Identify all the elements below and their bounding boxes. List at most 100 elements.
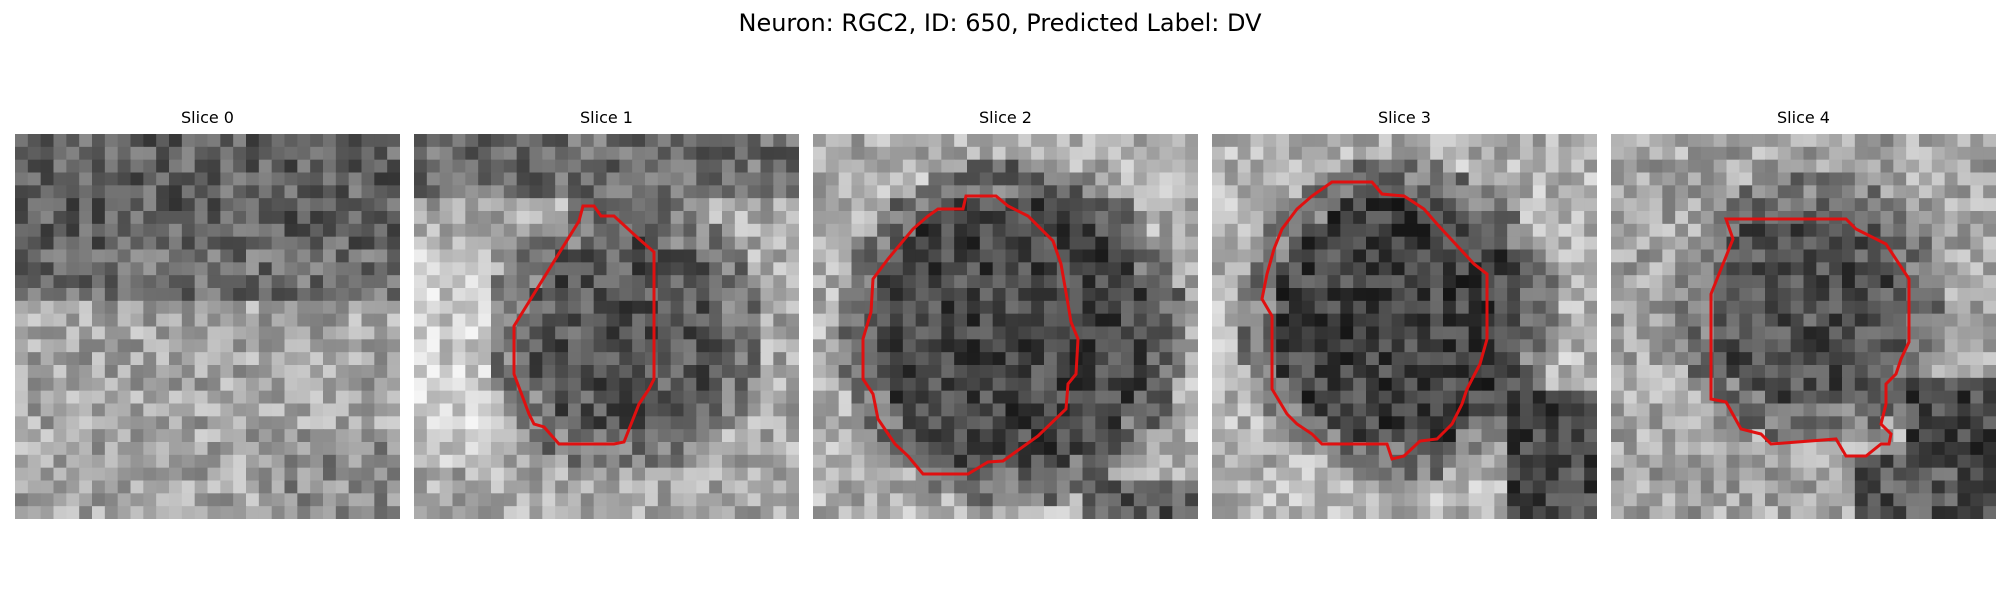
pixel <box>194 262 209 276</box>
pixel <box>348 236 363 251</box>
pixel <box>1314 480 1329 494</box>
pixel <box>1931 249 1946 263</box>
pixel <box>15 493 29 507</box>
pixel <box>374 326 388 340</box>
pixel <box>104 275 119 289</box>
pixel <box>1829 313 1843 328</box>
pixel <box>734 300 749 315</box>
pixel <box>1430 236 1444 251</box>
pixel <box>593 172 608 186</box>
pixel <box>529 429 543 443</box>
pixel <box>1584 442 1597 456</box>
pixel <box>169 262 183 276</box>
pixel <box>1263 403 1277 417</box>
pixel <box>1854 262 1869 276</box>
pixel <box>1880 454 1894 469</box>
pixel <box>670 211 685 225</box>
pixel <box>233 403 247 417</box>
pixel <box>439 134 454 148</box>
pixel <box>902 172 917 186</box>
pixel <box>1623 352 1638 366</box>
pixel <box>387 288 400 302</box>
pixel <box>220 275 234 289</box>
pixel <box>181 236 196 251</box>
pixel <box>452 198 466 212</box>
pixel <box>40 403 55 417</box>
pixel <box>258 249 273 263</box>
pixel <box>1044 198 1058 212</box>
pixel <box>169 506 183 519</box>
pixel <box>542 390 556 405</box>
pixel <box>130 313 144 328</box>
pixel <box>1069 493 1084 507</box>
pixel <box>606 198 620 212</box>
pixel <box>1121 480 1135 494</box>
pixel <box>696 300 710 315</box>
pixel <box>1816 506 1830 519</box>
pixel <box>1082 403 1096 417</box>
pixel <box>825 352 840 366</box>
pixel <box>1044 262 1058 276</box>
pixel <box>1044 493 1058 507</box>
pixel <box>426 326 441 340</box>
pixel <box>387 429 400 443</box>
pixel <box>516 159 531 174</box>
pixel <box>1739 416 1753 430</box>
pixel <box>323 288 337 302</box>
pixel <box>1983 249 1996 263</box>
pixel <box>516 429 531 443</box>
pixel <box>1481 377 1495 392</box>
pixel <box>967 352 981 366</box>
pixel <box>194 326 209 340</box>
pixel <box>1224 377 1239 392</box>
pixel <box>323 339 337 353</box>
pixel <box>1688 339 1702 353</box>
pixel <box>580 262 595 276</box>
pixel <box>1263 365 1277 379</box>
pixel <box>1752 146 1766 161</box>
pixel <box>632 352 646 366</box>
pixel <box>1095 352 1109 366</box>
pixel <box>1108 236 1122 251</box>
pixel <box>1752 249 1766 263</box>
pixel <box>1378 134 1393 148</box>
pixel <box>760 134 774 148</box>
pixel <box>1649 339 1663 353</box>
pixel <box>361 288 375 302</box>
pixel <box>284 185 298 199</box>
pixel <box>851 275 865 289</box>
pixel <box>722 288 736 302</box>
pixel <box>1289 236 1303 251</box>
pixel <box>258 506 273 519</box>
pixel <box>465 211 479 225</box>
pixel <box>258 223 273 238</box>
pixel <box>1378 275 1393 289</box>
pixel <box>1880 365 1894 379</box>
pixel <box>1417 326 1431 340</box>
pixel <box>1185 506 1198 519</box>
pixel <box>491 429 505 443</box>
pixel <box>1803 506 1817 519</box>
pixel <box>1558 506 1572 519</box>
pixel <box>1289 339 1303 353</box>
pixel <box>1430 454 1444 469</box>
pixel <box>1082 454 1096 469</box>
pixel <box>1532 146 1547 161</box>
pixel <box>233 326 247 340</box>
pixel <box>992 275 1007 289</box>
pixel <box>1031 416 1045 430</box>
pixel <box>979 159 994 174</box>
pixel <box>1378 146 1393 161</box>
pixel <box>297 288 311 302</box>
pixel <box>1481 185 1495 199</box>
pixel <box>491 326 505 340</box>
pixel <box>580 249 595 263</box>
pixel <box>503 198 518 212</box>
pixel <box>760 223 774 238</box>
pixel <box>194 313 209 328</box>
pixel <box>877 442 891 456</box>
pixel <box>491 365 505 379</box>
pixel <box>1212 352 1226 366</box>
pixel <box>1829 454 1843 469</box>
pixel <box>439 326 454 340</box>
